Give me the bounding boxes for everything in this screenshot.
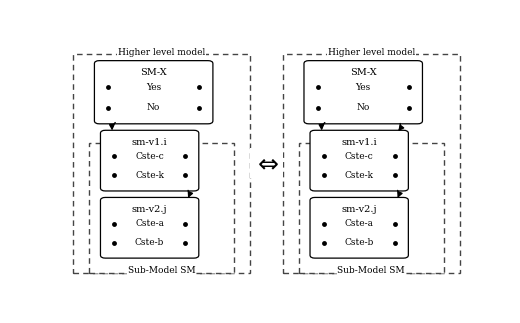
Text: Cste-c: Cste-c: [345, 152, 373, 161]
FancyBboxPatch shape: [95, 61, 213, 124]
Text: Sub-Model SM: Sub-Model SM: [128, 266, 196, 275]
Text: sm-v1.i: sm-v1.i: [341, 138, 377, 147]
Text: sm-v2.j: sm-v2.j: [132, 205, 167, 214]
Text: Cste-b: Cste-b: [345, 238, 374, 247]
Text: Cste-b: Cste-b: [135, 238, 164, 247]
Text: Cste-k: Cste-k: [345, 171, 374, 180]
Text: SM-X: SM-X: [140, 68, 167, 77]
Text: Higher level model: Higher level model: [328, 48, 415, 57]
Text: Yes: Yes: [146, 83, 161, 92]
Text: Cste-c: Cste-c: [135, 152, 164, 161]
Text: Cste-a: Cste-a: [345, 219, 374, 228]
Text: sm-v2.j: sm-v2.j: [341, 205, 377, 214]
Text: sm-v1.i: sm-v1.i: [132, 138, 167, 147]
FancyBboxPatch shape: [304, 61, 422, 124]
Bar: [89, 143, 234, 273]
Text: Cste-a: Cste-a: [135, 219, 164, 228]
Text: Cste-k: Cste-k: [135, 171, 164, 180]
FancyBboxPatch shape: [310, 130, 408, 191]
Text: No: No: [147, 103, 160, 112]
Text: No: No: [357, 103, 370, 112]
Text: Sub-Model SM: Sub-Model SM: [337, 266, 405, 275]
Bar: [73, 54, 251, 273]
FancyBboxPatch shape: [310, 197, 408, 258]
Text: Yes: Yes: [356, 83, 371, 92]
Text: $\Leftrightarrow$: $\Leftrightarrow$: [253, 151, 280, 175]
Bar: [283, 54, 460, 273]
Text: SM-X: SM-X: [350, 68, 376, 77]
FancyBboxPatch shape: [100, 130, 199, 191]
Text: Higher level model: Higher level model: [118, 48, 205, 57]
FancyBboxPatch shape: [100, 197, 199, 258]
Bar: [298, 143, 444, 273]
